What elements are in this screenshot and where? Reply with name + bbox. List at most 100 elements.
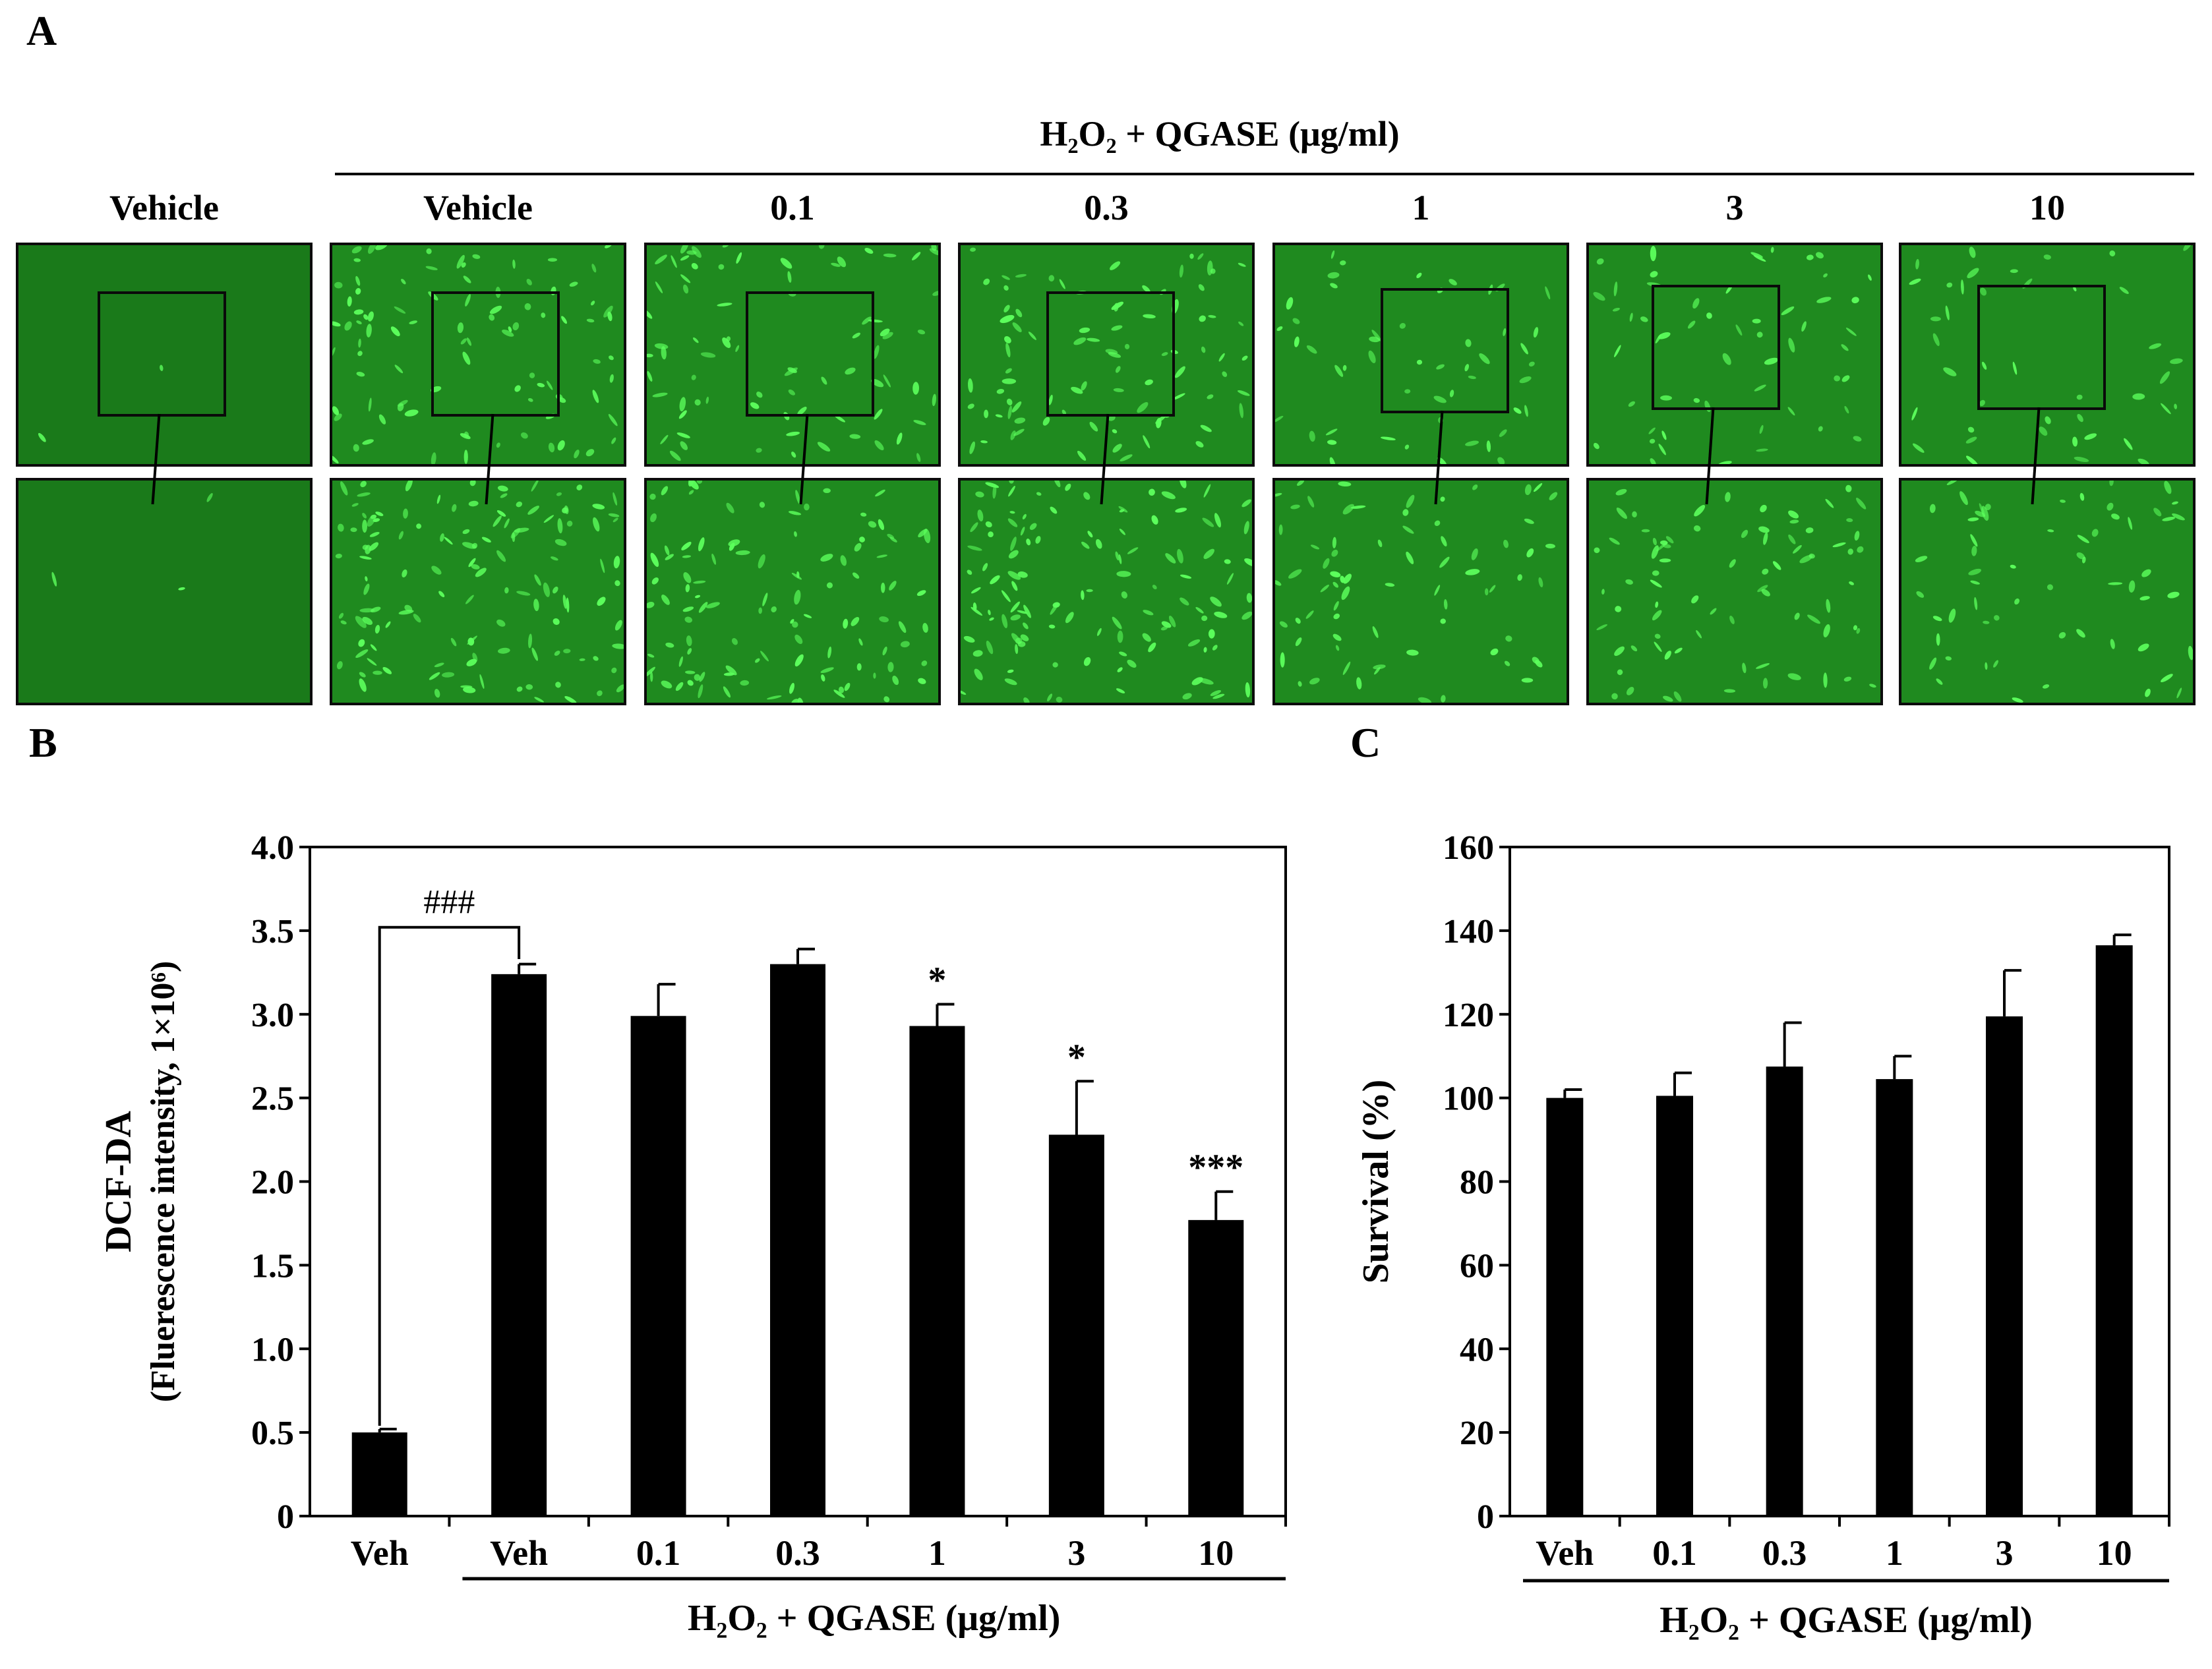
- cell: [652, 392, 668, 397]
- cell: [404, 409, 419, 417]
- cell: [1224, 559, 1231, 564]
- cell: [844, 682, 851, 691]
- cell: [2047, 584, 2054, 591]
- cell: [1818, 426, 1823, 432]
- cell: [986, 640, 994, 655]
- cell: [1965, 455, 1979, 464]
- cell: [2010, 269, 2018, 274]
- cell: [792, 621, 798, 628]
- cell: [1854, 531, 1860, 541]
- cell: [462, 529, 470, 535]
- cell: [1654, 641, 1662, 652]
- cell: [661, 346, 667, 360]
- cell: [1936, 678, 1943, 685]
- cell: [1323, 558, 1330, 569]
- cell: [649, 493, 656, 500]
- cell: [1048, 624, 1056, 629]
- cell: [1290, 504, 1300, 510]
- cell: [1309, 430, 1315, 442]
- micrograph-zoom-cells: [1594, 484, 1876, 702]
- cell: [1011, 581, 1018, 591]
- cell: [1137, 402, 1149, 413]
- cell: [780, 258, 792, 269]
- cell: [1725, 492, 1731, 502]
- cell: [1513, 407, 1522, 414]
- significance-label: ***: [1188, 1148, 1243, 1188]
- cell: [1179, 264, 1184, 278]
- cell: [1436, 364, 1445, 370]
- cell: [1524, 518, 1534, 524]
- cell: [466, 659, 477, 666]
- cell: [980, 440, 988, 444]
- cell: [1187, 639, 1201, 647]
- cell: [1521, 678, 1534, 683]
- cell: [1946, 481, 1959, 485]
- y-tick-label: 3.5: [251, 913, 294, 951]
- cell: [554, 651, 560, 656]
- cell: [1650, 245, 1657, 262]
- cell: [1437, 457, 1447, 464]
- cell: [1856, 498, 1867, 510]
- cell: [38, 432, 46, 442]
- cell: [722, 337, 731, 348]
- cell: [1441, 536, 1447, 547]
- cell: [1763, 532, 1768, 545]
- cell: [970, 522, 978, 533]
- cell: [597, 597, 606, 606]
- cell: [516, 501, 523, 508]
- micrograph-zoom: [644, 478, 941, 705]
- cell: [922, 623, 928, 633]
- cell: [359, 608, 375, 613]
- cell: [362, 439, 374, 445]
- cell: [1003, 305, 1010, 312]
- cell: [537, 382, 545, 388]
- cell: [1406, 551, 1414, 564]
- cell: [963, 635, 975, 643]
- cell: [498, 647, 510, 654]
- cell: [496, 442, 500, 448]
- cell: [1959, 491, 1968, 506]
- cell: [1200, 425, 1212, 432]
- cell: [912, 252, 921, 261]
- cell: [413, 614, 421, 623]
- cell: [2076, 629, 2085, 638]
- cell: [1294, 336, 1300, 347]
- cell: [2162, 517, 2176, 521]
- cell: [355, 616, 367, 628]
- micrograph-column-label: Vehicle: [109, 188, 219, 227]
- cell: [1406, 494, 1415, 508]
- cell: [431, 566, 442, 575]
- cell: [547, 258, 558, 262]
- cell: [698, 684, 703, 699]
- cell: [2111, 513, 2120, 520]
- cell: [2109, 481, 2114, 486]
- cell: [1015, 308, 1023, 318]
- cell: [471, 542, 478, 549]
- cell: [611, 667, 617, 674]
- cell: [762, 593, 768, 606]
- cell: [471, 564, 480, 570]
- cell: [609, 374, 614, 383]
- cell: [740, 680, 750, 686]
- cell: [1203, 548, 1214, 560]
- cell: [988, 610, 991, 616]
- zoom-region-box: [1046, 291, 1175, 417]
- cell: [2045, 416, 2051, 425]
- cell: [820, 554, 833, 562]
- cell: [851, 617, 860, 626]
- cell: [687, 680, 694, 686]
- cell: [1465, 440, 1479, 446]
- cell: [862, 316, 872, 325]
- cell: [609, 355, 614, 361]
- cell: [838, 686, 845, 693]
- cell: [1001, 275, 1010, 280]
- cell: [864, 248, 874, 254]
- cell: [1342, 661, 1351, 675]
- cell: [1834, 375, 1841, 382]
- cell: [840, 555, 847, 566]
- cell: [1026, 539, 1031, 546]
- cell: [1201, 615, 1208, 622]
- cell: [566, 520, 573, 527]
- cell: [1036, 492, 1042, 496]
- bar: [1766, 1067, 1803, 1516]
